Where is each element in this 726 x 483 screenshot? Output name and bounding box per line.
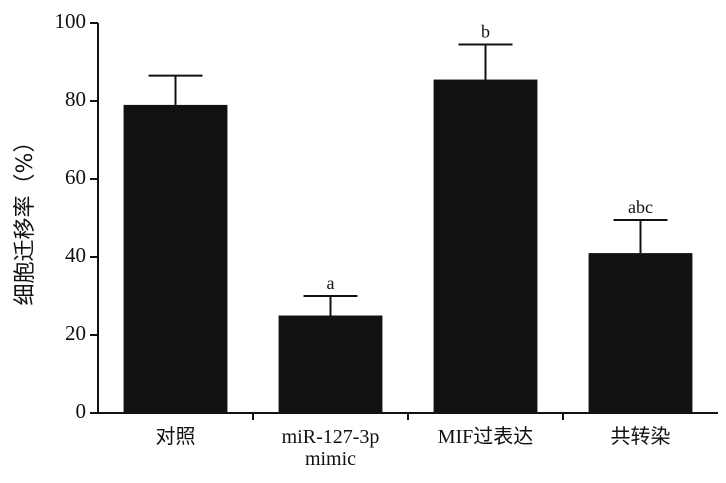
significance-label: b: [481, 21, 490, 41]
x-tick-label-line: 对照: [156, 425, 196, 448]
x-tick-label-line: 共转染: [611, 425, 671, 448]
y-tick-label: 20: [65, 321, 86, 345]
x-tick-label-line: MIF过表达: [438, 425, 534, 448]
y-tick-label: 80: [65, 87, 86, 111]
y-tick-label: 0: [76, 399, 87, 423]
y-axis-label: 细胞迁移率（%）: [13, 131, 38, 306]
x-tick-label: miR-127-3p mimic: [282, 426, 380, 470]
bar: [588, 253, 693, 413]
error-bar: [613, 218, 668, 254]
x-tick-label-line: mimic: [305, 448, 356, 470]
error-bar: [148, 74, 203, 105]
bar: [123, 104, 228, 414]
x-tick-label: 共转染: [611, 425, 671, 448]
y-tick-label: 100: [55, 9, 87, 33]
significance-label: a: [327, 273, 335, 293]
y-tick-label: 40: [65, 243, 86, 267]
error-bar: [458, 43, 513, 80]
bar: [278, 315, 383, 413]
x-tick-label-line: miR-127-3p: [282, 426, 380, 448]
y-tick-label: 60: [65, 165, 86, 189]
significance-label: abc: [628, 197, 653, 217]
bar: [433, 79, 538, 414]
error-bar: [303, 295, 358, 316]
x-tick-label: MIF过表达: [438, 425, 534, 448]
x-tick-label: 对照: [156, 425, 196, 448]
